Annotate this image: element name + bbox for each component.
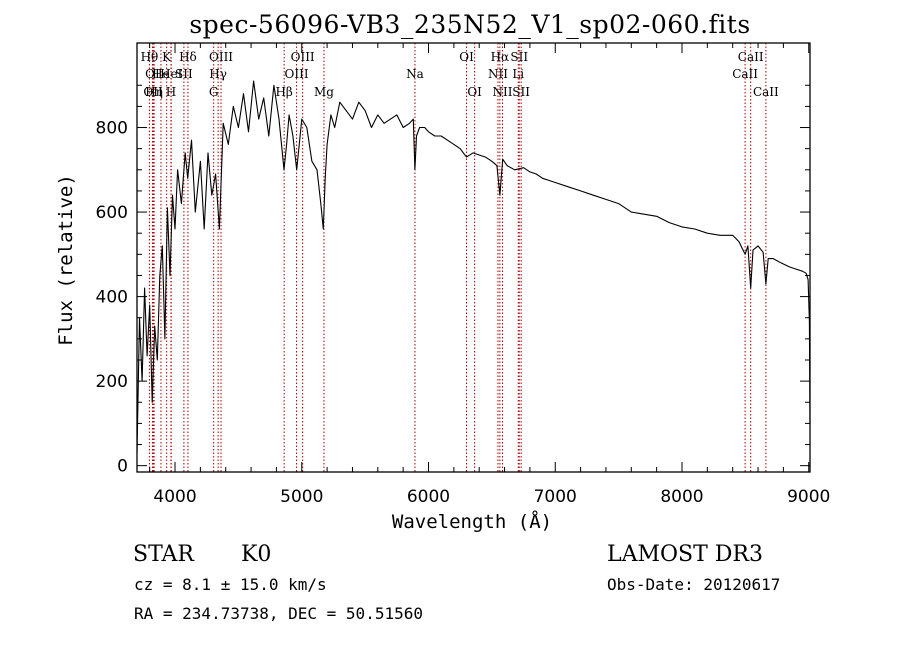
y-tick-label: 600 [96,203,128,223]
y-tick-labels: 0 200 400 600 800 [96,119,128,477]
redshift-value: cz = 8.1 ± 15.0 km/s [134,575,327,594]
marker-label-Hη: Hη [145,85,163,99]
survey-name: LAMOST DR3 [607,542,763,567]
x-axis-label: Wavelength (Å) [392,510,552,533]
object-subclass: K0 [241,542,271,567]
x-tick-labels: 4000 5000 6000 7000 8000 9000 [153,487,830,507]
marker-label-CaII: CaII [738,50,764,64]
marker-label-OI: OI [145,67,160,81]
marker-label-Na: Na [406,67,424,81]
spectral-line-labels: Hθ OI OII He Hη K HeI H Hδ SII OIII Hγ G OIII OIII Hβ Mg… [141,50,779,99]
x-tick-label: 4000 [153,487,196,507]
marker-label-Hγ: Hγ [209,67,227,81]
marker-label-Mg: Mg [314,85,334,99]
y-tick-label: 400 [96,288,128,308]
y-tick-label: 0 [117,457,128,477]
y-tick-label: 200 [96,372,128,392]
spectral-line-markers [148,43,767,472]
marker-label-CaII: CaII [732,67,758,81]
marker-label-Hα: Hα [491,50,510,64]
marker-label-CaII: CaII [753,85,779,99]
marker-label-H: H [166,85,176,99]
y-axis-label: Flux (relative) [55,174,77,346]
spectrum-series-line [136,80,811,454]
plot-frame [136,42,811,473]
x-tick-label: 6000 [407,487,450,507]
axis-ticks [137,43,810,472]
object-class: STAR [133,542,195,567]
observation-date: Obs-Date: 20120617 [607,575,780,594]
marker-label-OII: OII [143,85,163,99]
marker-label-He: He [152,67,170,81]
marker-label-NII: NII [493,85,513,99]
chart-title: spec-56096-VB3_235N52_V1_sp02-060.fits [189,10,750,39]
marker-label-Li: Li [512,67,524,81]
marker-label-SII: SII [175,67,193,81]
x-tick-label: 8000 [660,487,703,507]
marker-label-OI: OI [467,85,482,99]
y-tick-label: 800 [96,119,128,139]
marker-label-Hδ: Hδ [179,50,197,64]
marker-label-Hβ: Hβ [275,85,292,99]
marker-label-K: K [162,50,172,64]
x-tick-label: 7000 [534,487,577,507]
marker-label-NII: NII [488,67,508,81]
marker-label-SII: SII [512,85,530,99]
x-tick-label: 9000 [787,487,830,507]
marker-label-OIII: OIII [285,67,309,81]
marker-label-OI: OI [459,50,474,64]
marker-label-G: G [209,85,219,99]
marker-label-Hθ: Hθ [141,50,159,64]
x-tick-label: 5000 [280,487,323,507]
marker-label-OIII: OIII [291,50,315,64]
coordinates: RA = 234.73738, DEC = 50.51560 [134,604,423,623]
marker-label-HeI: HeI [160,67,183,81]
marker-label-SII: SII [510,50,528,64]
marker-label-OIII: OIII [209,50,233,64]
